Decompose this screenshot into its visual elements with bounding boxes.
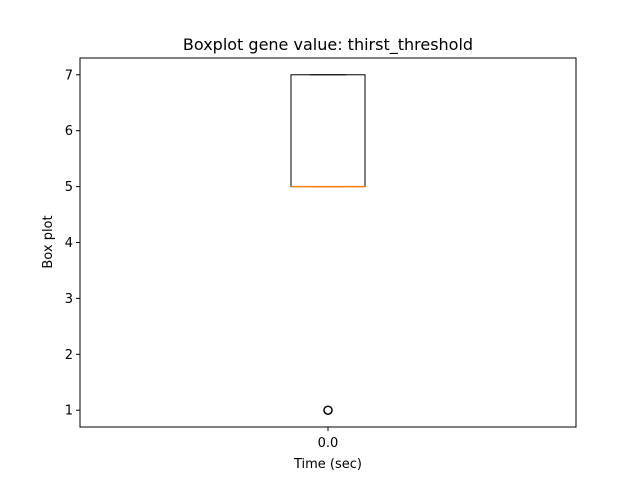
- y-tick-label: 7: [65, 68, 73, 83]
- y-tick-label: 3: [65, 292, 73, 307]
- box-marks: [290, 74, 366, 415]
- x-axis-title: Time (sec): [293, 457, 362, 472]
- axis-ticks: 1 2 3 4 5 6 7 0.0: [65, 68, 339, 451]
- x-tick-label: 0.0: [318, 436, 339, 451]
- y-tick-label: 4: [65, 236, 73, 251]
- iqr-box: [290, 74, 366, 188]
- y-tick-label: 6: [65, 124, 73, 139]
- y-tick-label: 5: [65, 180, 73, 195]
- y-tick-label: 2: [65, 348, 73, 363]
- outlier-point: [323, 405, 333, 415]
- chart-title: Boxplot gene value: thirst_threshold: [183, 35, 473, 55]
- y-axis-title: Box plot: [41, 215, 56, 268]
- y-tick-label: 1: [65, 404, 73, 419]
- axes-frame: [79, 57, 577, 428]
